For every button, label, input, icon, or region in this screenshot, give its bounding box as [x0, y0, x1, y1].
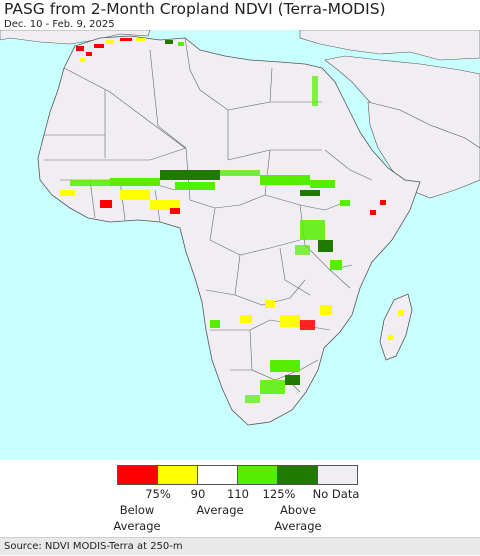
legend-tick-no-data: No Data: [312, 487, 360, 501]
legend-swatch-above-125: [278, 466, 318, 484]
map-title: PASG from 2-Month Cropland NDVI (Terra-M…: [4, 0, 386, 18]
ndvi-anomaly-pixels: [60, 38, 404, 403]
legend-label-average: Average: [196, 503, 244, 517]
africa-map: [0, 30, 480, 460]
legend-tick-75: 75%: [145, 487, 171, 501]
date-range: Dec. 10 - Feb. 9, 2025: [4, 19, 115, 30]
source-footer: Source: NDVI MODIS-Terra at 250-m: [0, 537, 480, 555]
legend-swatch-110-125: [238, 466, 278, 484]
legend-swatch-below-75: [118, 466, 158, 484]
legend-label-below-average: Below Average: [113, 503, 161, 533]
legend-tick-110: 110: [227, 487, 249, 501]
legend-tick-90: 90: [190, 487, 206, 501]
country-borders: [44, 37, 373, 393]
africa-mainland: [37, 35, 421, 426]
legend-label-above-average: Above Average: [274, 503, 322, 533]
legend-swatch-90-110: [198, 466, 238, 484]
legend-swatch-75-90: [158, 466, 198, 484]
legend-swatch-no-data: [318, 466, 357, 484]
legend-tick-125: 125%: [262, 487, 296, 501]
legend-color-bar: [117, 465, 358, 485]
turkey-land: [299, 30, 480, 61]
europe-land: [0, 30, 151, 45]
